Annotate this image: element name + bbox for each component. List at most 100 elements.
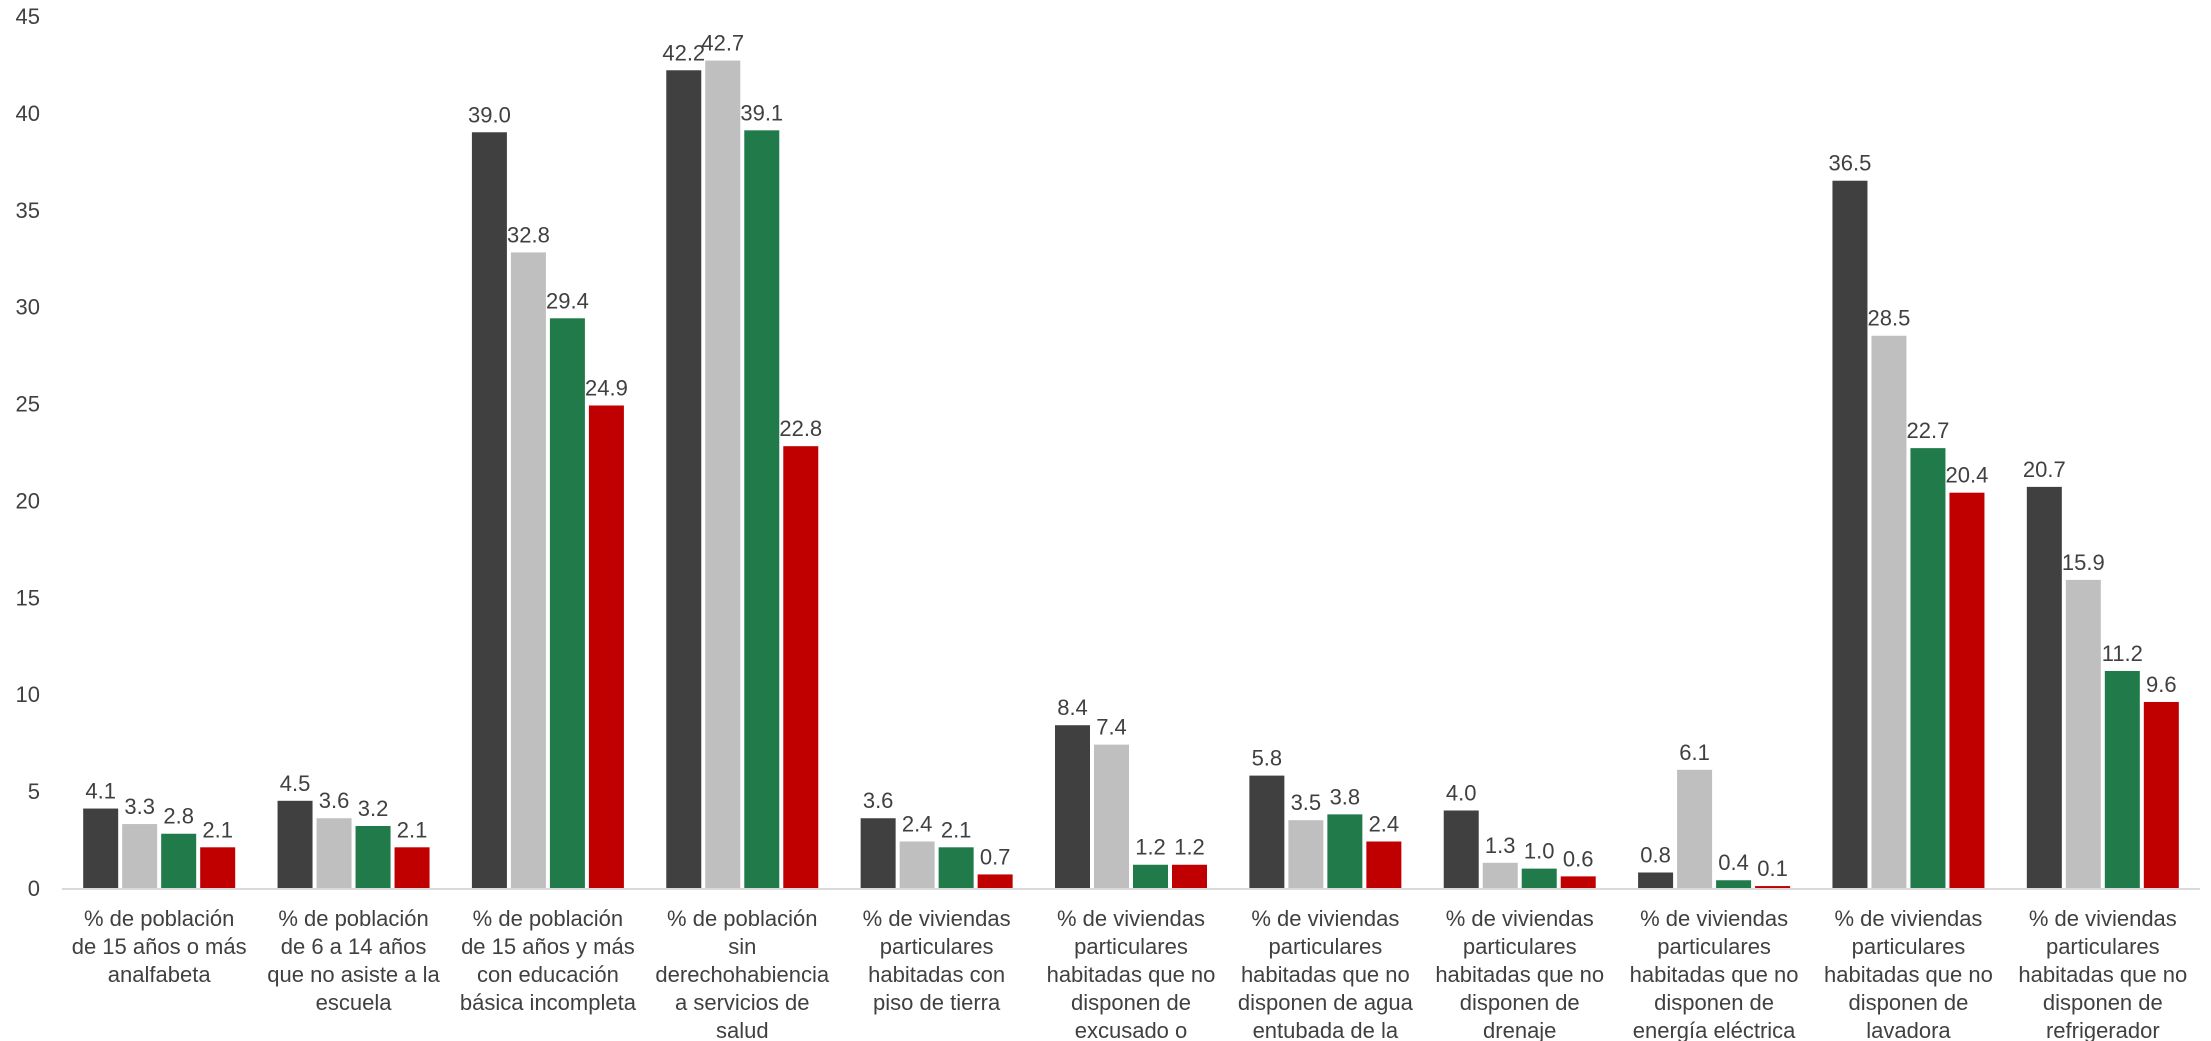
bar (1832, 180, 1868, 888)
data-label: 22.7 (1907, 418, 1950, 443)
y-tick-label: 40 (16, 101, 40, 126)
bar (1172, 864, 1207, 888)
data-label: 3.6 (863, 788, 894, 813)
y-tick-label: 5 (28, 779, 40, 804)
data-label: 3.2 (358, 796, 389, 821)
y-tick-label: 0 (28, 876, 40, 901)
bar (666, 70, 702, 889)
bar (1521, 868, 1557, 888)
data-label: 24.9 (585, 375, 628, 400)
data-label: 1.0 (1524, 839, 1555, 864)
x-tick-label: % de población de 6 a 14 años que no asist… (267, 906, 440, 1015)
x-tick-label: % de viviendas particulares habitadas que … (1824, 906, 1993, 1041)
bar (2104, 670, 2140, 888)
bar (277, 800, 313, 888)
data-label: 2.1 (397, 817, 428, 842)
data-label: 36.5 (1829, 151, 1872, 176)
bar (1327, 814, 1363, 888)
x-tick-label: % de población de 15 años y más con educac… (460, 906, 637, 1015)
data-label: 6.1 (1679, 740, 1710, 765)
data-label: 15.9 (2062, 550, 2105, 575)
data-label: 2.1 (202, 817, 233, 842)
data-label: 3.8 (1330, 784, 1361, 809)
data-label: 3.3 (124, 794, 155, 819)
bar (2143, 701, 2179, 888)
bar (588, 405, 624, 888)
data-label: 4.5 (280, 771, 311, 796)
data-label: 28.5 (1868, 306, 1911, 331)
bar (1366, 841, 1402, 888)
bar (783, 446, 819, 888)
data-label: 9.6 (2146, 672, 2177, 697)
data-label: 7.4 (1096, 715, 1127, 740)
bar (1055, 725, 1090, 888)
data-label: 39.1 (740, 100, 783, 125)
bar (1677, 769, 1713, 888)
y-axis: 0 5 10 15 20 25 30 35 40 45 (16, 4, 40, 901)
bar (860, 818, 896, 888)
x-tick-label: % de población de 15 años o más analfabeta (72, 906, 247, 987)
data-label: 42.7 (701, 31, 744, 56)
x-axis-labels: % de población de 15 años o más analfabeta… (72, 906, 2188, 1041)
bar (1288, 820, 1324, 888)
bar (316, 818, 352, 888)
bar (200, 847, 236, 888)
bar (1871, 335, 1907, 888)
data-label: 2.8 (163, 804, 194, 829)
bar (83, 808, 119, 888)
bar (394, 847, 430, 888)
data-label: 4.1 (85, 779, 116, 804)
bar (549, 318, 585, 888)
data-label: 1.3 (1485, 833, 1516, 858)
data-label: 8.4 (1057, 695, 1088, 720)
bar (1560, 876, 1596, 888)
bar (705, 60, 741, 888)
bar (977, 874, 1013, 888)
x-tick-label: % de viviendas particulares habitadas con p… (863, 906, 1011, 1015)
data-label: 22.8 (779, 416, 822, 441)
x-tick-label: % de viviendas particulares habitadas que … (1238, 906, 1414, 1041)
bar (1443, 810, 1479, 888)
data-label: 29.4 (546, 288, 589, 313)
x-tick-label: % de viviendas particulares habitadas que … (1047, 906, 1216, 1041)
bar (1716, 880, 1752, 888)
bars (83, 60, 2179, 889)
data-label: 42.2 (662, 40, 705, 65)
bar (1482, 862, 1518, 888)
bar (161, 833, 197, 888)
y-tick-label: 20 (16, 488, 40, 513)
y-tick-label: 15 (16, 585, 40, 610)
bar (471, 132, 507, 888)
data-label: 0.7 (980, 844, 1011, 869)
data-label: 0.8 (1640, 842, 1671, 867)
y-tick-label: 35 (16, 198, 40, 223)
y-tick-label: 10 (16, 682, 40, 707)
data-label: 1.2 (1135, 835, 1166, 860)
data-label: 0.6 (1563, 846, 1594, 871)
data-label: 0.1 (1757, 856, 1788, 881)
bar (1910, 448, 1946, 888)
x-tick-label: % de viviendas particulares habitadas que … (2018, 906, 2187, 1041)
data-label: 20.7 (2023, 457, 2066, 482)
y-tick-label: 45 (16, 4, 40, 29)
bar (2026, 486, 2062, 888)
bar (1949, 492, 1985, 888)
bar (938, 847, 974, 888)
data-labels: 4.1 3.3 2.8 2.1 4.5 3.6 3.2 2.1 39.0 32.8 29.4 24.9… (85, 31, 2176, 881)
data-label: 5.8 (1252, 746, 1283, 771)
bar (2065, 579, 2101, 888)
bar (122, 824, 158, 888)
data-label: 11.2 (2102, 641, 2143, 666)
bar (1094, 744, 1129, 888)
bar (1638, 872, 1674, 888)
bar (1249, 775, 1285, 888)
bar (1755, 886, 1791, 888)
bar (510, 252, 546, 889)
bar (1133, 864, 1168, 888)
data-label: 0.4 (1718, 850, 1749, 875)
y-tick-label: 30 (16, 295, 40, 320)
data-label: 2.1 (941, 817, 972, 842)
x-tick-label: % de viviendas particulares habitadas que … (1630, 906, 1799, 1041)
y-tick-label: 25 (16, 392, 40, 417)
